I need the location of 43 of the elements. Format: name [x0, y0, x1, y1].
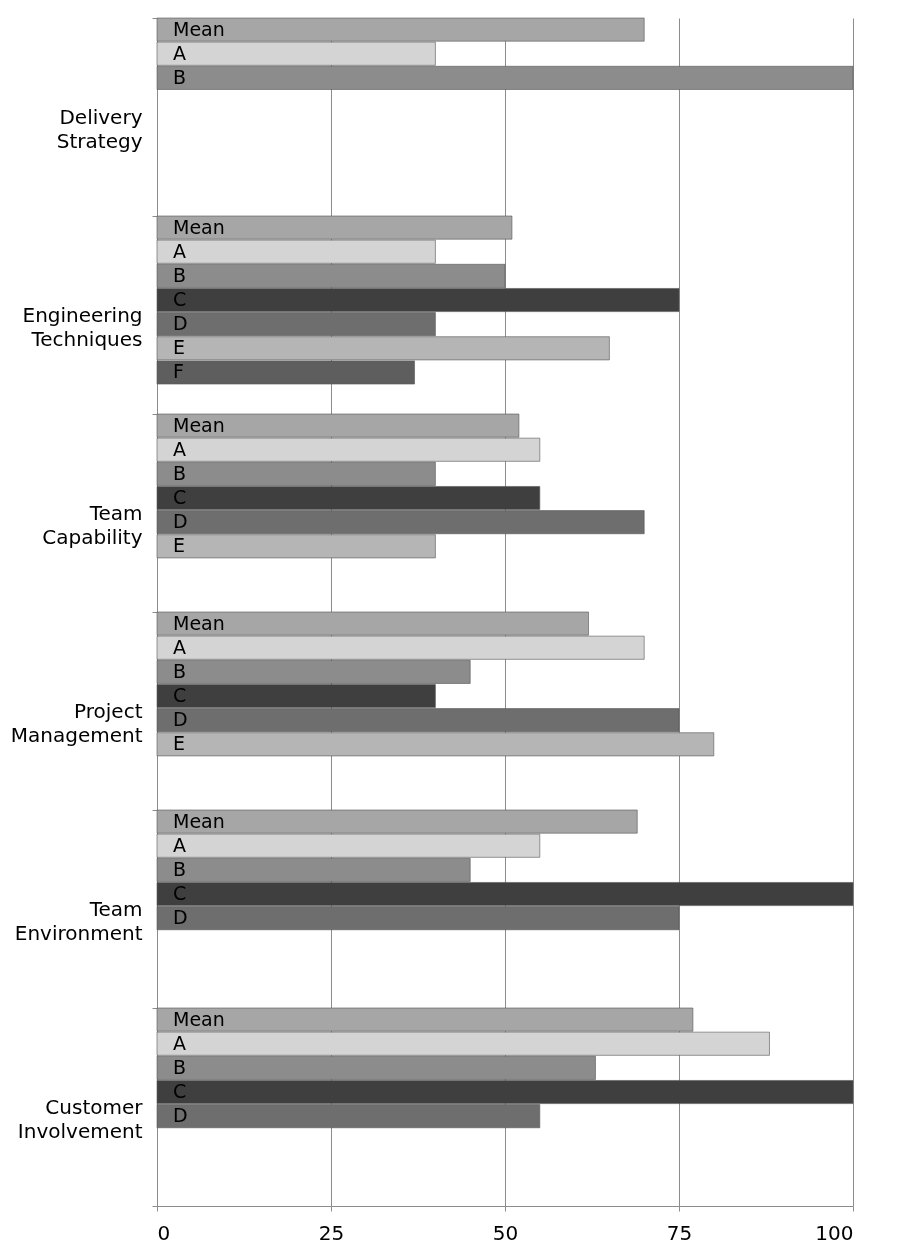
x-tick-label: 50	[492, 1220, 519, 1245]
series-label: A	[173, 437, 186, 460]
text: C	[173, 882, 187, 905]
text: A	[173, 635, 186, 658]
x-tick-label: 0	[157, 1220, 171, 1245]
y-tick-label: Customer Involvement	[17, 1094, 144, 1143]
text: Mean	[173, 1007, 225, 1030]
x-tick-label: 25	[318, 1220, 345, 1245]
x-tick-label: 75	[666, 1220, 693, 1245]
text: D	[173, 510, 188, 533]
y-tick-label: Team Environment	[14, 896, 143, 945]
text: E	[173, 336, 186, 359]
text: D	[173, 906, 188, 929]
series-label: C	[173, 288, 187, 311]
text: A	[173, 41, 186, 64]
text: B	[173, 857, 187, 880]
text: D	[173, 312, 188, 335]
series-label: E	[173, 534, 186, 557]
text: Mean	[173, 215, 225, 238]
y-tick-label: Project Management	[10, 698, 143, 747]
text: B	[173, 659, 187, 682]
x-tick-label: 100	[815, 1220, 854, 1245]
series-label: D	[173, 1104, 188, 1127]
text: A	[173, 239, 186, 262]
text: C	[173, 684, 187, 707]
y-tick-label: Delivery Strategy	[56, 104, 143, 153]
y-tick-label: Team Capability	[42, 500, 143, 549]
text: B	[173, 65, 187, 88]
text: C	[173, 486, 187, 509]
y-tick-label: Engineering Techniques	[22, 302, 143, 351]
text: C	[173, 1080, 187, 1103]
text: Mean	[173, 17, 225, 40]
text: D	[173, 708, 188, 731]
text: Mean	[173, 809, 225, 832]
text: B	[173, 263, 187, 286]
text: E	[173, 732, 186, 755]
series-label: Mean	[173, 611, 225, 634]
text: A	[173, 1031, 186, 1054]
series-label: B	[173, 1055, 187, 1078]
text: A	[173, 833, 186, 856]
text: Mean	[173, 413, 225, 436]
series-label: F	[173, 360, 184, 383]
text: B	[173, 461, 187, 484]
